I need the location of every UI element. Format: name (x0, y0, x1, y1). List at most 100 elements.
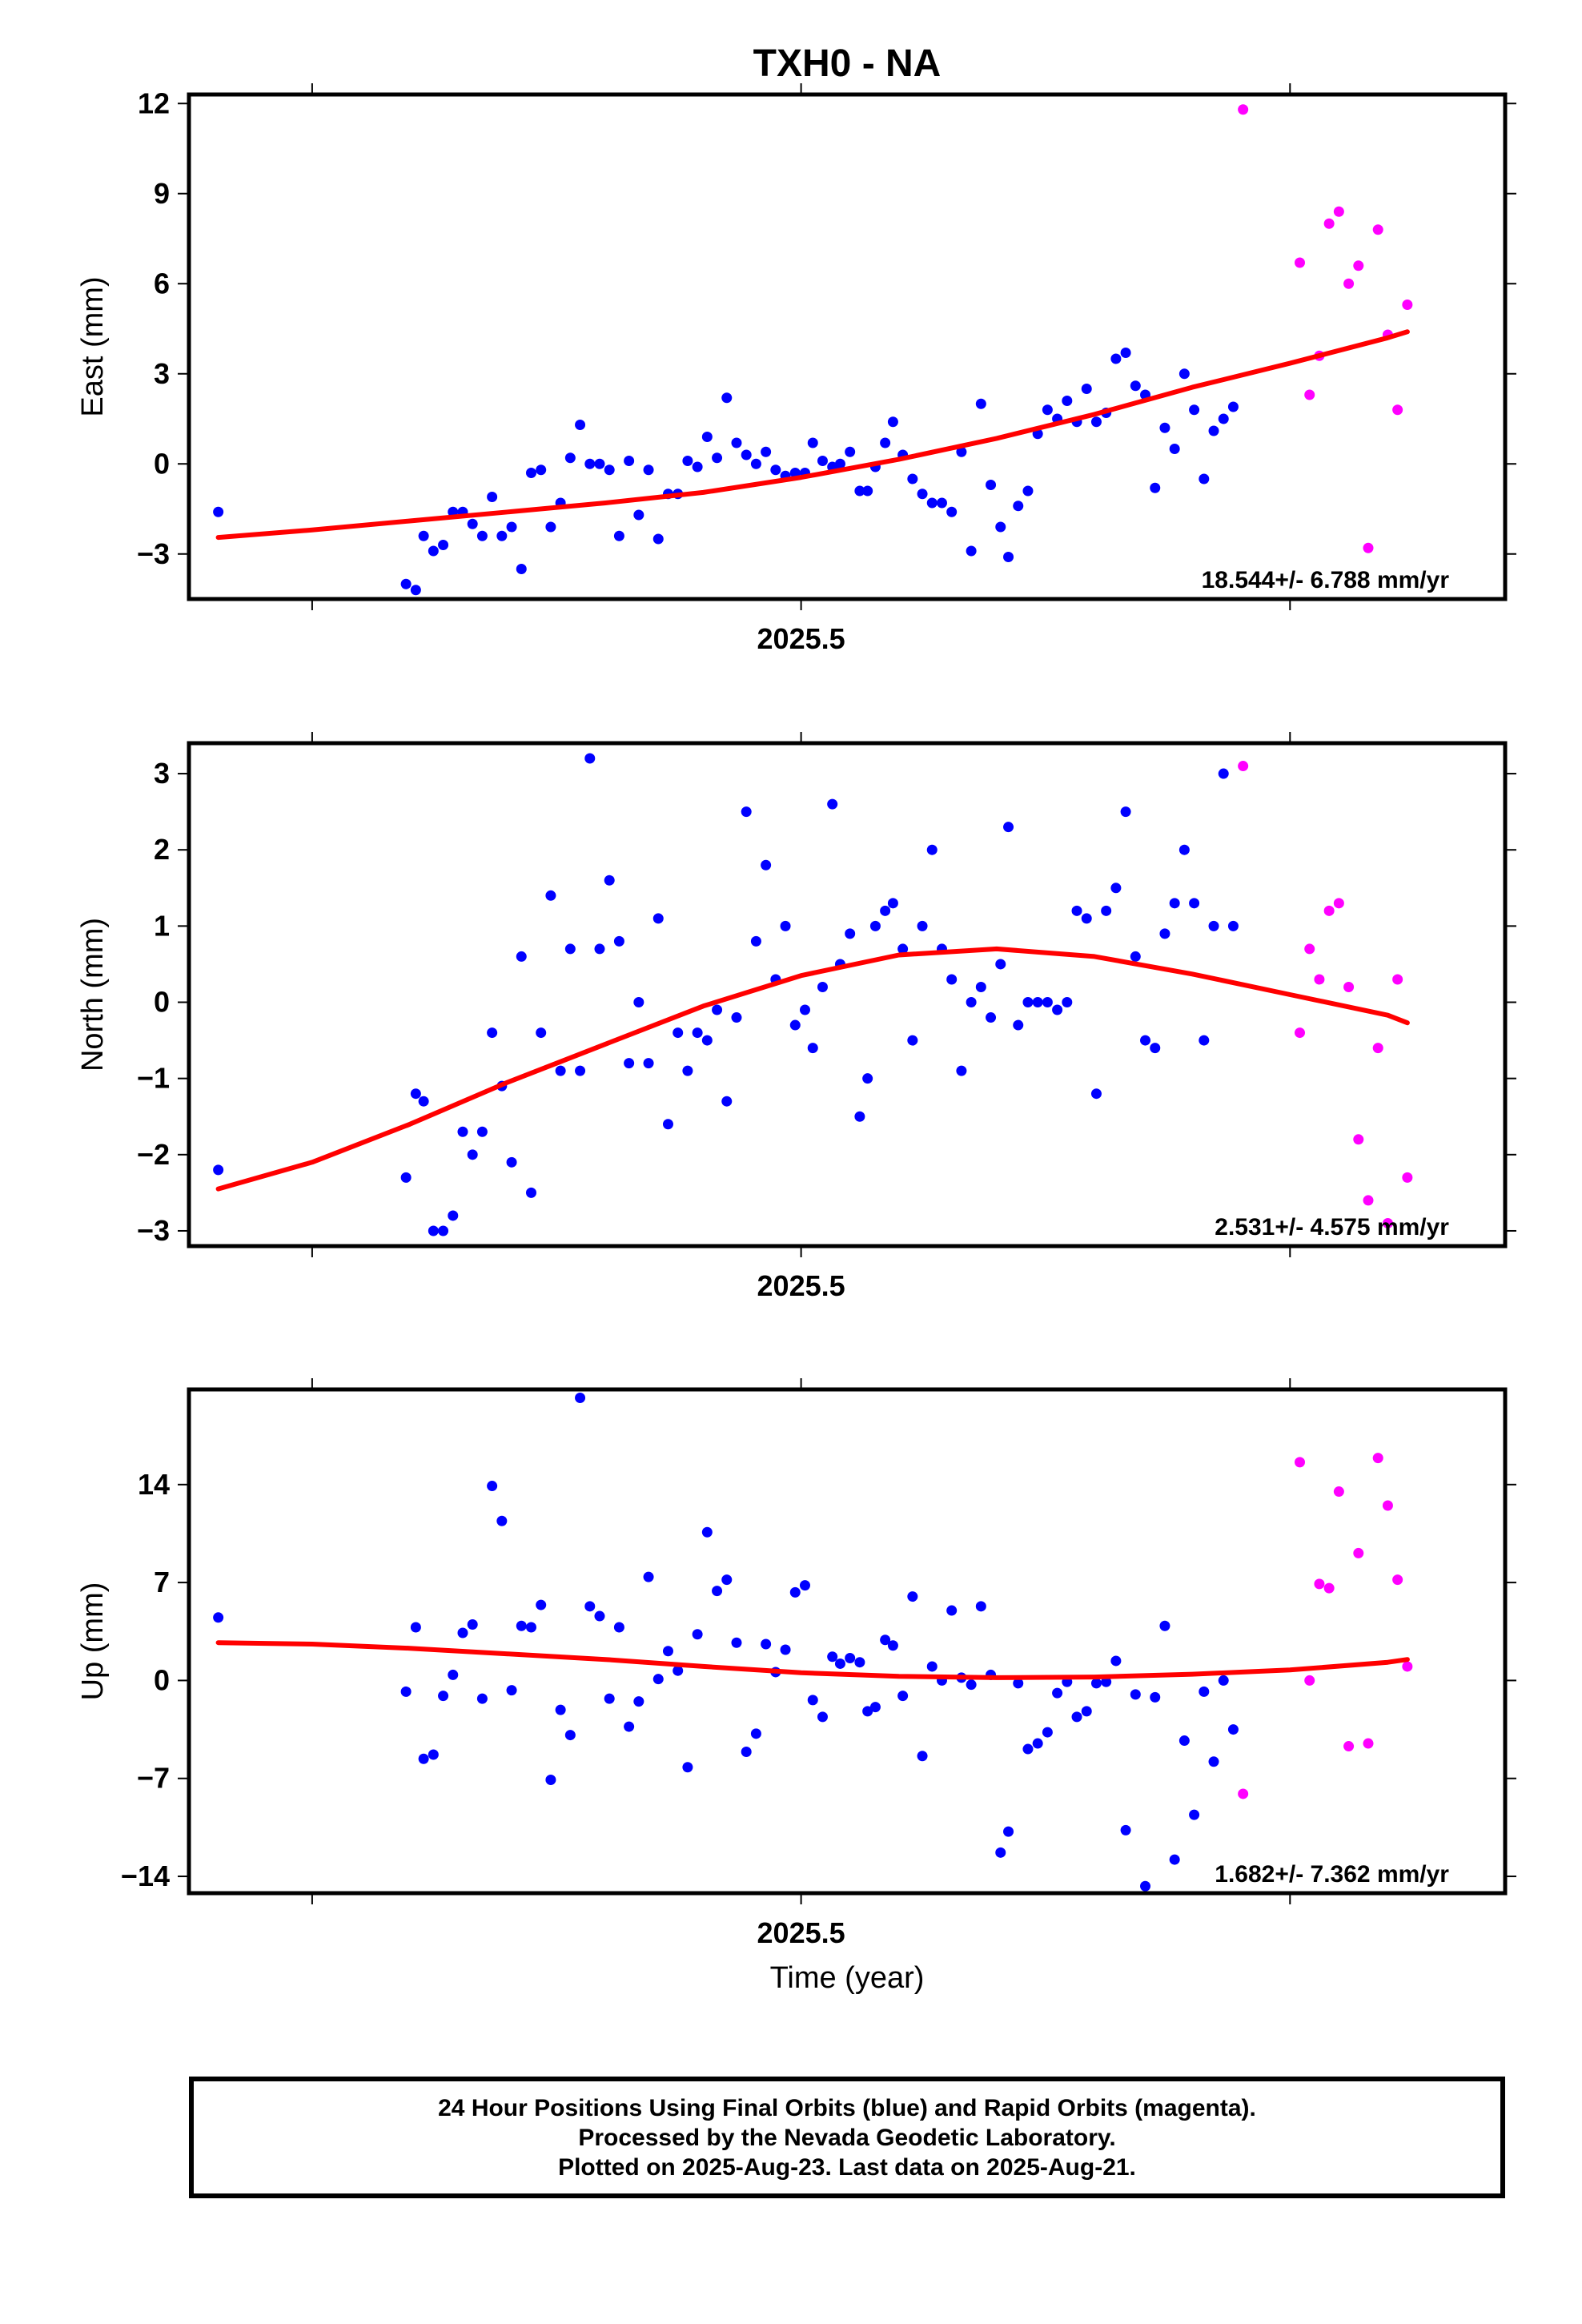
final-point (897, 943, 909, 955)
final-point (1003, 822, 1014, 833)
final-point (975, 398, 986, 409)
rapid-point (1238, 1788, 1249, 1799)
trend-fit-line (215, 1640, 1410, 1680)
final-point (1208, 920, 1219, 931)
final-point (692, 1027, 703, 1039)
final-point (1227, 401, 1239, 412)
final-point (807, 1695, 818, 1706)
final-point (721, 392, 733, 404)
final-point (536, 464, 547, 476)
final-point (845, 1652, 856, 1663)
y-tick-label: 2 (154, 833, 170, 866)
final-point (487, 492, 498, 502)
final-point (575, 1065, 586, 1076)
final-point (496, 530, 508, 541)
y-tick-label: −3 (137, 537, 170, 570)
final-point (410, 1622, 421, 1633)
final-point (428, 1749, 439, 1760)
final-point (496, 1515, 508, 1526)
final-point (1150, 1691, 1161, 1703)
final-point (761, 859, 772, 870)
rapid-point (1353, 260, 1364, 271)
rapid-point (1304, 943, 1315, 955)
final-point (682, 456, 693, 466)
final-point (1110, 1655, 1122, 1667)
y-tick-label: 0 (154, 1663, 170, 1696)
final-point (761, 446, 772, 457)
rapid-point (1392, 974, 1403, 985)
final-point (604, 875, 615, 886)
final-point (613, 1622, 624, 1633)
final-point (1189, 1809, 1200, 1820)
panel-east: −3 0 3 6 9 12 2025.5 East (mm) 18.544+/- 6.788 m… (76, 83, 1516, 655)
final-point (1130, 951, 1141, 962)
final-point (213, 1164, 224, 1176)
final-point (633, 1696, 644, 1707)
final-point (1159, 422, 1170, 433)
final-point (731, 437, 742, 448)
final-point (1052, 1687, 1063, 1699)
y-tick-label: 7 (154, 1566, 170, 1598)
final-point (1120, 1824, 1131, 1835)
final-point (418, 530, 429, 541)
final-point (701, 432, 713, 442)
final-point (643, 464, 654, 476)
final-point (1081, 913, 1092, 924)
final-point (1032, 997, 1043, 1008)
final-point (536, 1599, 547, 1610)
final-point (946, 506, 958, 517)
data-points (213, 104, 1413, 596)
final-point (907, 1035, 918, 1046)
rapid-point (1323, 905, 1335, 916)
final-point (966, 997, 977, 1008)
final-point (827, 1651, 838, 1663)
y-tick-label: −1 (137, 1062, 170, 1095)
final-point (673, 1665, 684, 1676)
final-point (1169, 1854, 1180, 1865)
rapid-point (1238, 761, 1249, 772)
final-point (946, 974, 958, 985)
final-point (1159, 928, 1170, 939)
final-point (1071, 1711, 1082, 1723)
y-tick-label: −3 (137, 1214, 170, 1247)
final-point (827, 798, 838, 810)
final-point (604, 1693, 615, 1704)
final-point (780, 1644, 791, 1655)
final-point (789, 1019, 801, 1031)
y-tick-label: 9 (154, 177, 170, 210)
final-point (741, 1747, 752, 1758)
final-point (476, 1126, 488, 1137)
final-point (662, 1646, 673, 1657)
final-point (731, 1637, 742, 1648)
final-point (400, 1172, 412, 1183)
final-point (741, 449, 752, 460)
y-axis-label: North (mm) (76, 918, 110, 1072)
final-point (1178, 844, 1190, 855)
final-point (633, 509, 644, 521)
rapid-point (1333, 898, 1344, 909)
y-axis-label: East (mm) (76, 276, 110, 416)
y-tick-label: 0 (154, 447, 170, 480)
final-point (975, 981, 986, 992)
final-point (1013, 1019, 1024, 1031)
final-point (555, 1065, 566, 1076)
final-point (564, 452, 576, 464)
final-point (995, 1847, 1006, 1858)
final-point (854, 485, 865, 497)
rapid-point (1353, 1134, 1364, 1145)
y-tick-label: 3 (154, 757, 170, 790)
final-point (845, 446, 856, 457)
final-point (712, 1586, 723, 1597)
final-point (438, 1225, 449, 1236)
rapid-point (1353, 1547, 1364, 1558)
final-point (986, 1012, 997, 1023)
final-point (712, 452, 723, 464)
final-point (652, 1674, 664, 1685)
final-point (956, 1065, 967, 1076)
final-point (1169, 898, 1180, 909)
final-point (986, 480, 997, 490)
final-point (624, 456, 635, 466)
final-point (1227, 1724, 1239, 1735)
final-point (807, 437, 818, 448)
